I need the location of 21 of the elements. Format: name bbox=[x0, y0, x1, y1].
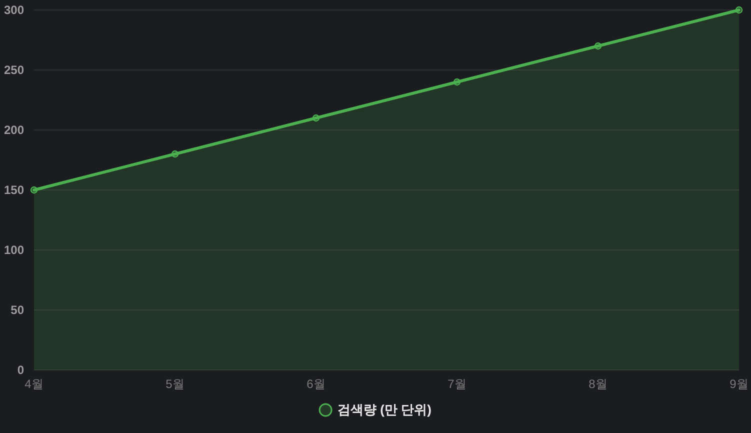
point bbox=[594, 42, 602, 50]
y-tick-label: 300 bbox=[4, 3, 24, 17]
x-tick-label: 7월 bbox=[448, 377, 466, 391]
legend-label: 검색량 (만 단위) bbox=[338, 402, 432, 417]
y-tick-label: 150 bbox=[4, 183, 24, 197]
point bbox=[30, 186, 38, 194]
point bbox=[735, 6, 743, 14]
y-tick-label: 250 bbox=[4, 63, 24, 77]
y-tick-label: 200 bbox=[4, 123, 24, 137]
y-tick-label: 100 bbox=[4, 243, 24, 257]
y-tick-label: 0 bbox=[17, 363, 24, 377]
point bbox=[312, 114, 320, 122]
point bbox=[171, 150, 179, 158]
x-tick-label: 6월 bbox=[306, 377, 326, 391]
x-tick-label: 8월 bbox=[588, 377, 608, 391]
x-tick-label: 9월 bbox=[730, 377, 748, 391]
legend: 검색량 (만 단위) bbox=[318, 402, 432, 417]
x-tick-label: 5월 bbox=[166, 377, 184, 391]
y-tick-label: 50 bbox=[10, 303, 24, 317]
point bbox=[453, 78, 461, 86]
x-tick-label: 4월 bbox=[24, 377, 44, 391]
